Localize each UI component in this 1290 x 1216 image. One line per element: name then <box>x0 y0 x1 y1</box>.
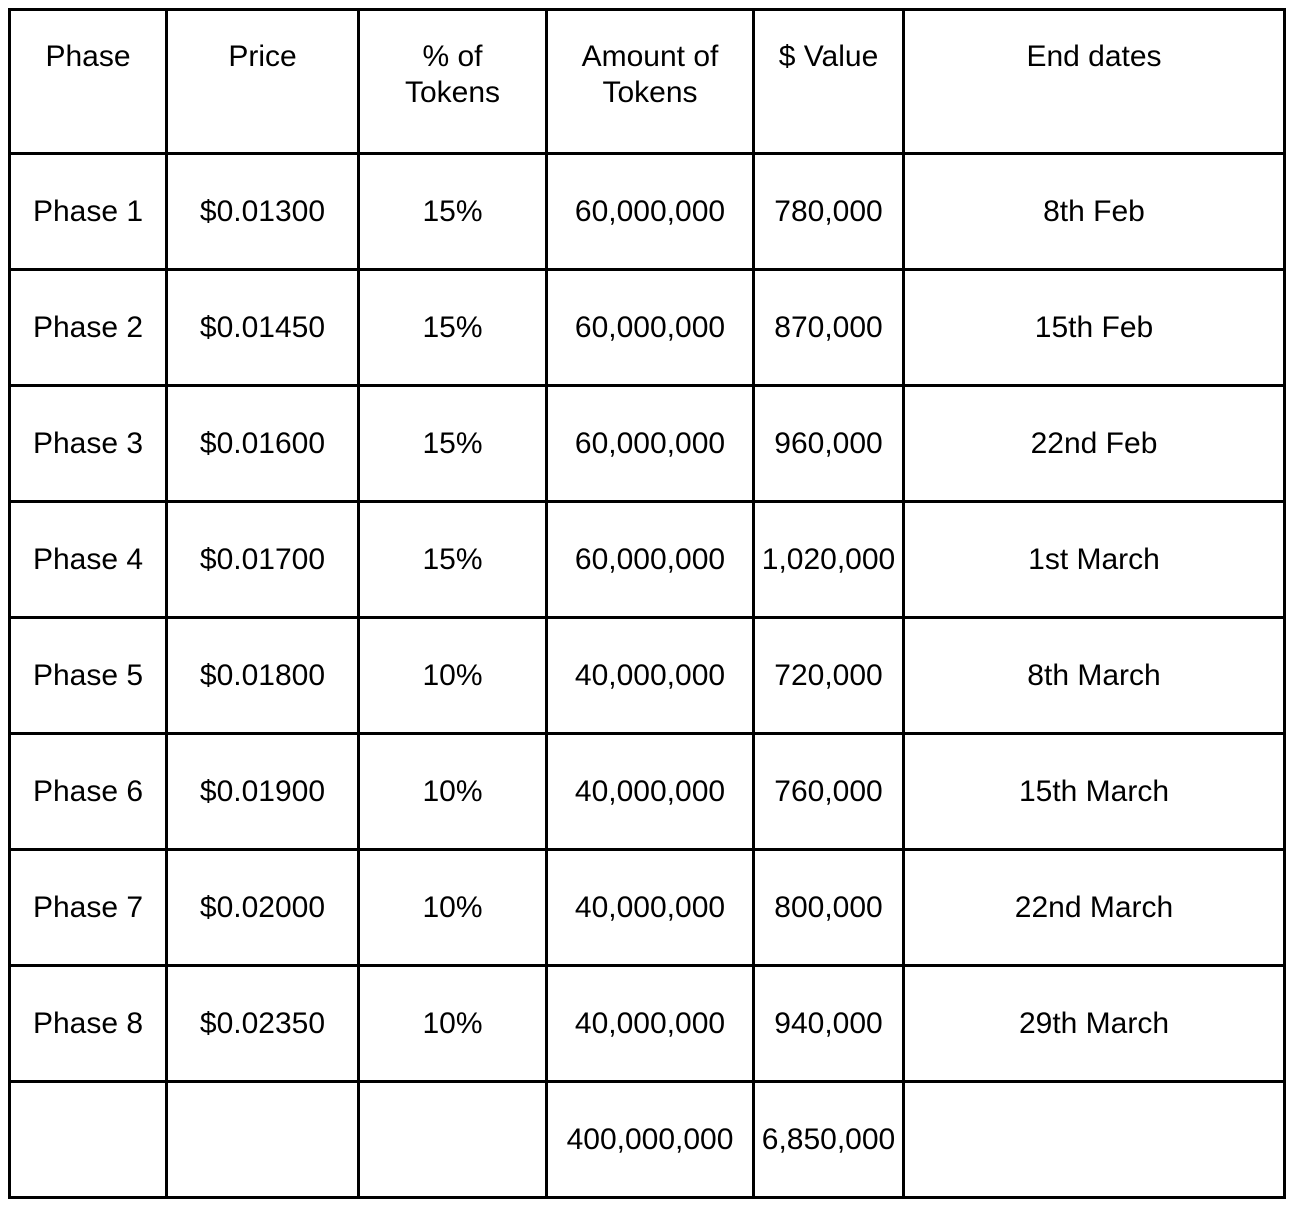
cell-pct-tokens: 10% <box>357 848 548 967</box>
table-row-phase-1: Phase 1 $0.01300 15% 60,000,000 780,000 … <box>8 152 1286 271</box>
table-row-phase-8: Phase 8 $0.02350 10% 40,000,000 940,000 … <box>8 964 1286 1083</box>
cell-pct-tokens: 10% <box>357 616 548 735</box>
cell-price: $0.01450 <box>165 268 360 387</box>
header-end-dates: End dates <box>902 8 1286 155</box>
cell-dollar-value: 760,000 <box>752 732 905 851</box>
cell-end-date: 15th Feb <box>902 268 1286 387</box>
cell-dollar-value: 720,000 <box>752 616 905 735</box>
cell-dollar-value: 1,020,000 <box>752 500 905 619</box>
cell-amount-tokens: 40,000,000 <box>545 616 755 735</box>
header-amount-of-tokens: Amount of Tokens <box>545 8 755 155</box>
cell-amount-tokens: 60,000,000 <box>545 500 755 619</box>
cell-price-empty <box>165 1080 360 1199</box>
cell-dollar-value: 940,000 <box>752 964 905 1083</box>
table-row-phase-7: Phase 7 $0.02000 10% 40,000,000 800,000 … <box>8 848 1286 967</box>
header-row: Phase Price % of Tokens Amount of Tokens… <box>8 8 1286 155</box>
cell-pct-tokens: 15% <box>357 500 548 619</box>
token-sale-phases-table: Phase Price % of Tokens Amount of Tokens… <box>8 8 1286 1199</box>
cell-end-date: 8th Feb <box>902 152 1286 271</box>
cell-end-date: 15th March <box>902 732 1286 851</box>
cell-pct-tokens: 15% <box>357 384 548 503</box>
cell-price: $0.01700 <box>165 500 360 619</box>
cell-amount-tokens: 60,000,000 <box>545 268 755 387</box>
cell-amount-tokens: 40,000,000 <box>545 848 755 967</box>
cell-end-date: 8th March <box>902 616 1286 735</box>
table-row-phase-6: Phase 6 $0.01900 10% 40,000,000 760,000 … <box>8 732 1286 851</box>
cell-phase-empty <box>8 1080 168 1199</box>
cell-dollar-value: 780,000 <box>752 152 905 271</box>
cell-phase: Phase 7 <box>8 848 168 967</box>
cell-pct-tokens: 15% <box>357 268 548 387</box>
table-row-phase-4: Phase 4 $0.01700 15% 60,000,000 1,020,00… <box>8 500 1286 619</box>
cell-price: $0.02000 <box>165 848 360 967</box>
cell-phase: Phase 4 <box>8 500 168 619</box>
cell-phase: Phase 5 <box>8 616 168 735</box>
header-dollar-value: $ Value <box>752 8 905 155</box>
table-row-phase-2: Phase 2 $0.01450 15% 60,000,000 870,000 … <box>8 268 1286 387</box>
cell-pct-tokens: 10% <box>357 732 548 851</box>
cell-end-date: 29th March <box>902 964 1286 1083</box>
cell-amount-tokens: 60,000,000 <box>545 384 755 503</box>
cell-amount-tokens: 40,000,000 <box>545 732 755 851</box>
cell-phase: Phase 6 <box>8 732 168 851</box>
cell-end-date: 22nd Feb <box>902 384 1286 503</box>
cell-price: $0.01300 <box>165 152 360 271</box>
cell-price: $0.01800 <box>165 616 360 735</box>
cell-total-dollar-value: 6,850,000 <box>752 1080 905 1199</box>
cell-price: $0.01900 <box>165 732 360 851</box>
cell-phase: Phase 8 <box>8 964 168 1083</box>
cell-amount-tokens: 60,000,000 <box>545 152 755 271</box>
table-row-phase-3: Phase 3 $0.01600 15% 60,000,000 960,000 … <box>8 384 1286 503</box>
header-price: Price <box>165 8 360 155</box>
cell-end-date: 22nd March <box>902 848 1286 967</box>
cell-price: $0.02350 <box>165 964 360 1083</box>
cell-dollar-value: 800,000 <box>752 848 905 967</box>
cell-total-amount-tokens: 400,000,000 <box>545 1080 755 1199</box>
cell-dollar-value: 960,000 <box>752 384 905 503</box>
cell-dollar-value: 870,000 <box>752 268 905 387</box>
cell-pct-tokens: 10% <box>357 964 548 1083</box>
cell-phase: Phase 3 <box>8 384 168 503</box>
cell-phase: Phase 2 <box>8 268 168 387</box>
cell-phase: Phase 1 <box>8 152 168 271</box>
cell-amount-tokens: 40,000,000 <box>545 964 755 1083</box>
table-row-total: 400,000,000 6,850,000 <box>8 1080 1286 1199</box>
header-pct-of-tokens: % of Tokens <box>357 8 548 155</box>
cell-pct-tokens-empty <box>357 1080 548 1199</box>
table-row-phase-5: Phase 5 $0.01800 10% 40,000,000 720,000 … <box>8 616 1286 735</box>
cell-end-date-empty <box>902 1080 1286 1199</box>
cell-pct-tokens: 15% <box>357 152 548 271</box>
cell-price: $0.01600 <box>165 384 360 503</box>
cell-end-date: 1st March <box>902 500 1286 619</box>
header-phase: Phase <box>8 8 168 155</box>
